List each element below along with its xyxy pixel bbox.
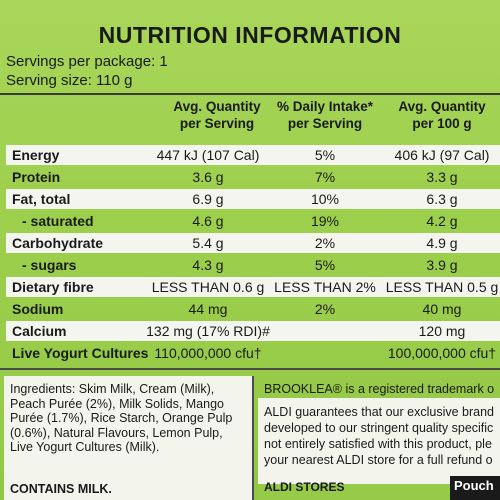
row-label: - sugars <box>22 257 77 273</box>
guarantee-line: not entirely satisfied with this product… <box>264 437 492 451</box>
row-label: Live Yogurt Cultures <box>12 345 149 361</box>
ingredients-text: Ingredients: Skim Milk, Cream (Milk), Pe… <box>10 382 233 454</box>
header-per-serving: Avg. Quantity per Serving <box>152 98 282 132</box>
allergen-statement: CONTAINS MILK. <box>10 482 112 496</box>
per-serving-value: 3.6 g <box>192 169 224 185</box>
per-100g-value: 406 kJ (97 Cal) <box>394 147 490 163</box>
panel-title: NUTRITION INFORMATION <box>98 22 402 48</box>
table-row: Fat, total 6.9 g 10% 6.3 g <box>0 189 500 209</box>
table-row: Carbohydrate 5.4 g 2% 4.9 g <box>0 233 500 253</box>
bottom-divider <box>0 368 500 370</box>
per-serving-value: 110,000,000 cfu† <box>154 345 262 361</box>
header-daily-intake-line1: % Daily Intake* <box>276 99 374 114</box>
per-100g-value: 40 mg <box>422 301 462 317</box>
per-100g-value: 4.2 g <box>426 213 458 229</box>
per-100g-value: 4.9 g <box>426 235 458 251</box>
top-divider <box>0 93 500 95</box>
per-100g-value: 120 mg <box>418 323 466 339</box>
daily-intake-value: 5% <box>314 147 336 163</box>
header-per-100g-line2: per 100 g <box>412 116 472 131</box>
header-per-100g-line1: Avg. Quantity <box>398 99 486 114</box>
header-daily-intake: % Daily Intake* per Serving <box>270 98 380 132</box>
row-label: - saturated <box>22 213 94 229</box>
serving-size: Serving size: 110 g <box>6 72 133 89</box>
daily-intake-value: LESS THAN 2% <box>274 279 376 295</box>
daily-intake-value: 2% <box>314 235 336 251</box>
table-row: - saturated 4.6 g 19% 4.2 g <box>0 211 500 231</box>
trademark-line: BROOKLEA® is a registered trademark o <box>264 382 495 396</box>
row-label: Protein <box>12 169 61 185</box>
per-serving-value: 4.6 g <box>192 213 224 229</box>
stores-label: ALDI STORES <box>264 480 345 494</box>
row-label: Energy <box>12 147 60 163</box>
per-serving-value: 447 kJ (107 Cal) <box>156 147 260 163</box>
row-label: Calcium <box>12 323 67 339</box>
per-serving-value: 4.3 g <box>192 257 224 273</box>
per-serving-value: 5.4 g <box>192 235 224 251</box>
per-100g-value: 3.3 g <box>426 169 458 185</box>
guarantee-line: developed to our stringent quality speci… <box>264 421 494 435</box>
table-row: Sodium 44 mg 2% 40 mg <box>0 299 500 319</box>
brand-box: BROOKLEA® is a registered trademark o AL… <box>258 376 500 500</box>
per-serving-value: 132 mg (17% RDI)# <box>146 323 270 339</box>
header-per-serving-line1: Avg. Quantity <box>173 99 261 114</box>
daily-intake-value: 2% <box>314 301 336 317</box>
row-label: Fat, total <box>12 191 71 207</box>
table-row: Protein 3.6 g 7% 3.3 g <box>0 167 500 187</box>
header-per-100g: Avg. Quantity per 100 g <box>384 98 500 132</box>
row-label: Dietary fibre <box>12 279 94 295</box>
table-row: - sugars 4.3 g 5% 3.9 g <box>0 255 500 275</box>
guarantee-line: ALDI guarantees that our exclusive brand <box>264 405 494 419</box>
per-100g-value: 100,000,000 cfu† <box>387 345 497 361</box>
per-100g-value: 3.9 g <box>426 257 458 273</box>
row-label: Carbohydrate <box>12 235 104 251</box>
header-daily-intake-line2: per Serving <box>287 116 363 131</box>
per-serving-value: 44 mg <box>188 301 228 317</box>
per-100g-value: 6.3 g <box>426 191 458 207</box>
table-row: Live Yogurt Cultures 110,000,000 cfu† 10… <box>0 343 500 363</box>
daily-intake-value: 19% <box>310 213 340 229</box>
header-per-serving-line2: per Serving <box>179 116 255 131</box>
daily-intake-value: 5% <box>314 257 336 273</box>
daily-intake-value: 10% <box>310 191 340 207</box>
per-100g-value: LESS THAN 0.5 g <box>385 279 499 295</box>
daily-intake-value: 7% <box>314 169 336 185</box>
servings-per-package: Servings per package: 1 <box>6 53 168 70</box>
guarantee-text: ALDI guarantees that our exclusive brand… <box>258 398 500 484</box>
pouch-tag: Pouch <box>450 476 500 500</box>
table-row: Dietary fibre LESS THAN 0.6 g LESS THAN … <box>0 277 500 297</box>
table-row: Energy 447 kJ (107 Cal) 5% 406 kJ (97 Ca… <box>0 145 500 165</box>
ingredients-box: Ingredients: Skim Milk, Cream (Milk), Pe… <box>4 376 254 500</box>
row-label: Sodium <box>12 301 64 317</box>
per-serving-value: LESS THAN 0.6 g <box>151 279 265 295</box>
table-row: Calcium 132 mg (17% RDI)# 120 mg <box>0 321 500 341</box>
guarantee-line: your nearest ALDI store for a full refun… <box>264 453 493 467</box>
per-serving-value: 6.9 g <box>192 191 224 207</box>
